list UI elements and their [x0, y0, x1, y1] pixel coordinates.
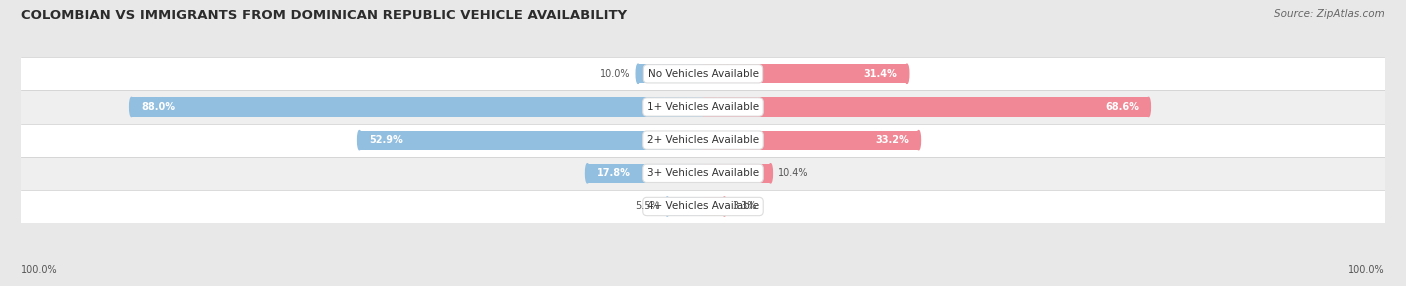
Text: 31.4%: 31.4% [863, 69, 897, 79]
Circle shape [665, 197, 669, 216]
Circle shape [585, 164, 589, 183]
Text: COLOMBIAN VS IMMIGRANTS FROM DOMINICAN REPUBLIC VEHICLE AVAILABILITY: COLOMBIAN VS IMMIGRANTS FROM DOMINICAN R… [21, 9, 627, 21]
Bar [638, 64, 703, 84]
Bar [588, 164, 703, 183]
Text: 17.8%: 17.8% [598, 168, 631, 178]
Text: Source: ZipAtlas.com: Source: ZipAtlas.com [1274, 9, 1385, 19]
Bar [21, 190, 1385, 223]
Bar [703, 197, 724, 216]
Text: 52.9%: 52.9% [370, 135, 404, 145]
Bar [703, 130, 918, 150]
Bar [703, 97, 1149, 117]
Text: 33.2%: 33.2% [875, 135, 908, 145]
Text: 2+ Vehicles Available: 2+ Vehicles Available [647, 135, 759, 145]
Bar [668, 197, 703, 216]
Text: 3.3%: 3.3% [733, 202, 756, 211]
Bar [703, 164, 770, 183]
Circle shape [357, 130, 361, 150]
Circle shape [1147, 97, 1150, 117]
Text: 68.6%: 68.6% [1105, 102, 1139, 112]
Circle shape [917, 130, 921, 150]
Bar [132, 97, 703, 117]
Bar [703, 64, 907, 84]
Text: 88.0%: 88.0% [141, 102, 176, 112]
Bar [21, 90, 1385, 124]
Text: 100.0%: 100.0% [21, 265, 58, 275]
Text: 4+ Vehicles Available: 4+ Vehicles Available [647, 202, 759, 211]
Bar [21, 57, 1385, 90]
Text: 3+ Vehicles Available: 3+ Vehicles Available [647, 168, 759, 178]
Text: 1+ Vehicles Available: 1+ Vehicles Available [647, 102, 759, 112]
Circle shape [769, 164, 772, 183]
Circle shape [723, 197, 727, 216]
Text: No Vehicles Available: No Vehicles Available [648, 69, 758, 79]
Circle shape [905, 64, 908, 84]
Circle shape [129, 97, 134, 117]
Bar [360, 130, 703, 150]
Bar [21, 157, 1385, 190]
Text: 5.5%: 5.5% [636, 202, 659, 211]
Text: 100.0%: 100.0% [1348, 265, 1385, 275]
Circle shape [636, 64, 640, 84]
Text: 10.0%: 10.0% [600, 69, 630, 79]
Text: 10.4%: 10.4% [779, 168, 808, 178]
Bar [21, 124, 1385, 157]
